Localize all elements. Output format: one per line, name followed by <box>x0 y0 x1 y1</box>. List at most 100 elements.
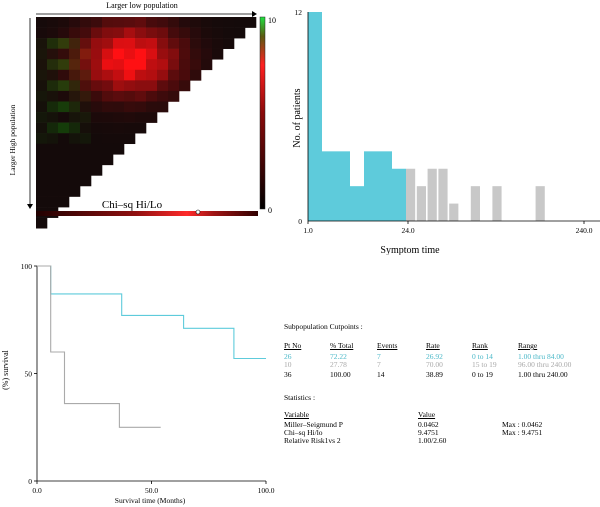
heatmap-cell <box>36 101 48 113</box>
heatmap-cell <box>124 48 136 60</box>
heatmap-cell <box>69 90 81 102</box>
heatmap-cell <box>47 69 59 81</box>
heatmap-cell <box>179 27 191 39</box>
heatmap-cell <box>36 122 48 134</box>
heatmap-cell <box>113 90 125 102</box>
heatmap-cell <box>179 17 191 28</box>
heatmap-cell <box>80 175 92 187</box>
stat-row-miller: Miller–Seigmund P 0.0462 Max : 0.0462 <box>284 420 600 429</box>
heatmap-cell <box>80 122 92 134</box>
heatmap-cell <box>234 27 246 39</box>
histogram-bars <box>308 12 545 221</box>
heatmap-cell <box>47 133 59 145</box>
survival-y-label: (%) survival <box>1 349 10 390</box>
chi-square-strip <box>36 211 258 216</box>
statistics-header-row: Variable Value <box>284 410 600 419</box>
stat-row-chisq: Chi–sq Hi/lo 9.4751 Max : 9.4751 <box>284 428 600 437</box>
statistics-panel: Subpopulation Cutpoints : Pt No % Total … <box>284 322 600 462</box>
heatmap-cell <box>58 122 70 134</box>
stat1-max: Max : 0.0462 <box>502 420 543 429</box>
heatmap-cell <box>113 122 125 134</box>
heatmap-cell <box>69 69 81 81</box>
heatmap-cell <box>113 17 125 28</box>
heatmap-cell <box>58 27 70 39</box>
heatmap-cell <box>201 17 213 28</box>
histogram-bar-gray <box>449 203 459 221</box>
survival-plot: (%) survival 0 50 100 0.0 50.0 100.0 Survival… <box>1 262 275 505</box>
heatmap-cell <box>124 69 136 81</box>
heatmap-cell <box>113 69 125 81</box>
heatmap-cell <box>69 101 81 113</box>
survival-y-tick-label: 0 <box>28 477 32 486</box>
heatmap-cell <box>102 69 114 81</box>
heatmap-cell <box>135 122 147 134</box>
survival-x-tick-label: 50.0 <box>145 486 158 495</box>
heatmap-cell <box>36 143 48 155</box>
heatmap-cell <box>113 143 125 155</box>
heatmap-cell <box>47 122 59 134</box>
cutpoint-row-2: 10 27.78 7 70.00 15 to 19 96.00 thru 240… <box>284 360 600 369</box>
heatmap-cell <box>146 101 158 113</box>
heatmap-cell <box>69 175 81 187</box>
heatmap-cell <box>47 101 59 113</box>
heatmap-cell <box>102 17 114 28</box>
header-variable: Variable <box>284 410 309 419</box>
heatmap-cell <box>47 90 59 102</box>
heatmap-cell <box>102 133 114 145</box>
heatmap-cell <box>80 133 92 145</box>
heatmap-cell <box>124 122 136 134</box>
heatmap-cell <box>36 48 48 60</box>
heatmap-cell <box>157 80 169 92</box>
heatmap-cell <box>91 154 103 166</box>
survival-y-tick-label: 100 <box>21 262 33 271</box>
heatmap-cell <box>47 48 59 60</box>
heatmap-cell <box>58 143 70 155</box>
heatmap-cell <box>146 17 158 28</box>
heatmap-cell <box>58 154 70 166</box>
heatmap-cell <box>91 112 103 123</box>
histogram-y-tick-label: 12 <box>295 8 303 17</box>
heatmap-cell <box>124 80 136 92</box>
heatmap-cell <box>201 59 213 71</box>
heatmap-cell <box>69 38 81 49</box>
heatmap-cell <box>168 59 180 71</box>
heatmap-cell <box>146 27 158 39</box>
heatmap-cell <box>201 48 213 60</box>
row1-pct-total: 72.22 <box>330 352 347 361</box>
header-events: Events <box>377 341 398 350</box>
heatmap-cell <box>146 69 158 81</box>
histogram-axes: 0 12 1.0 24.0 240.0 <box>295 8 600 235</box>
heatmap-cell <box>113 80 125 92</box>
heatmap-cell <box>146 59 158 71</box>
row2-range: 96.00 thru 240.00 <box>518 360 572 369</box>
heatmap-cell <box>58 69 70 81</box>
heatmap-cell <box>58 196 70 208</box>
heatmap-cell <box>36 196 48 208</box>
heatmap-cell <box>80 69 92 81</box>
heatmap-cell <box>135 38 147 49</box>
header-value: Value <box>418 410 436 419</box>
cutpoints-title: Subpopulation Cutpoints : <box>284 322 363 331</box>
header-rank: Rank <box>472 341 488 350</box>
heatmap-cell <box>102 154 114 166</box>
heatmap-cell <box>36 164 48 176</box>
histogram-bar-teal <box>378 151 392 221</box>
cutpoint-row-total: 36 100.00 14 38.89 0 to 19 1.00 thru 240… <box>284 370 600 379</box>
survival-axes: 0 50 100 0.0 50.0 100.0 <box>21 262 275 495</box>
heatmap-cell <box>36 38 48 49</box>
heatmap-color-scale <box>259 16 266 210</box>
histogram-bar-teal <box>364 151 378 221</box>
stat2-variable: Chi–sq Hi/lo <box>284 428 323 437</box>
heatmap-cell <box>58 112 70 123</box>
left-arrowhead <box>27 204 33 209</box>
heatmap-cell <box>69 17 81 28</box>
heatmap-cell <box>58 17 70 28</box>
heatmap-cell <box>113 38 125 49</box>
histogram-bar-gray <box>492 186 502 221</box>
heatmap-cell <box>47 164 59 176</box>
heatmap-cell <box>190 48 202 60</box>
row2-pt-no: 10 <box>284 360 292 369</box>
heatmap-bottom-label: Chi–sq Hi/Lo <box>102 199 163 211</box>
survival-curve-teal <box>37 265 266 360</box>
heatmap-cell <box>91 59 103 71</box>
